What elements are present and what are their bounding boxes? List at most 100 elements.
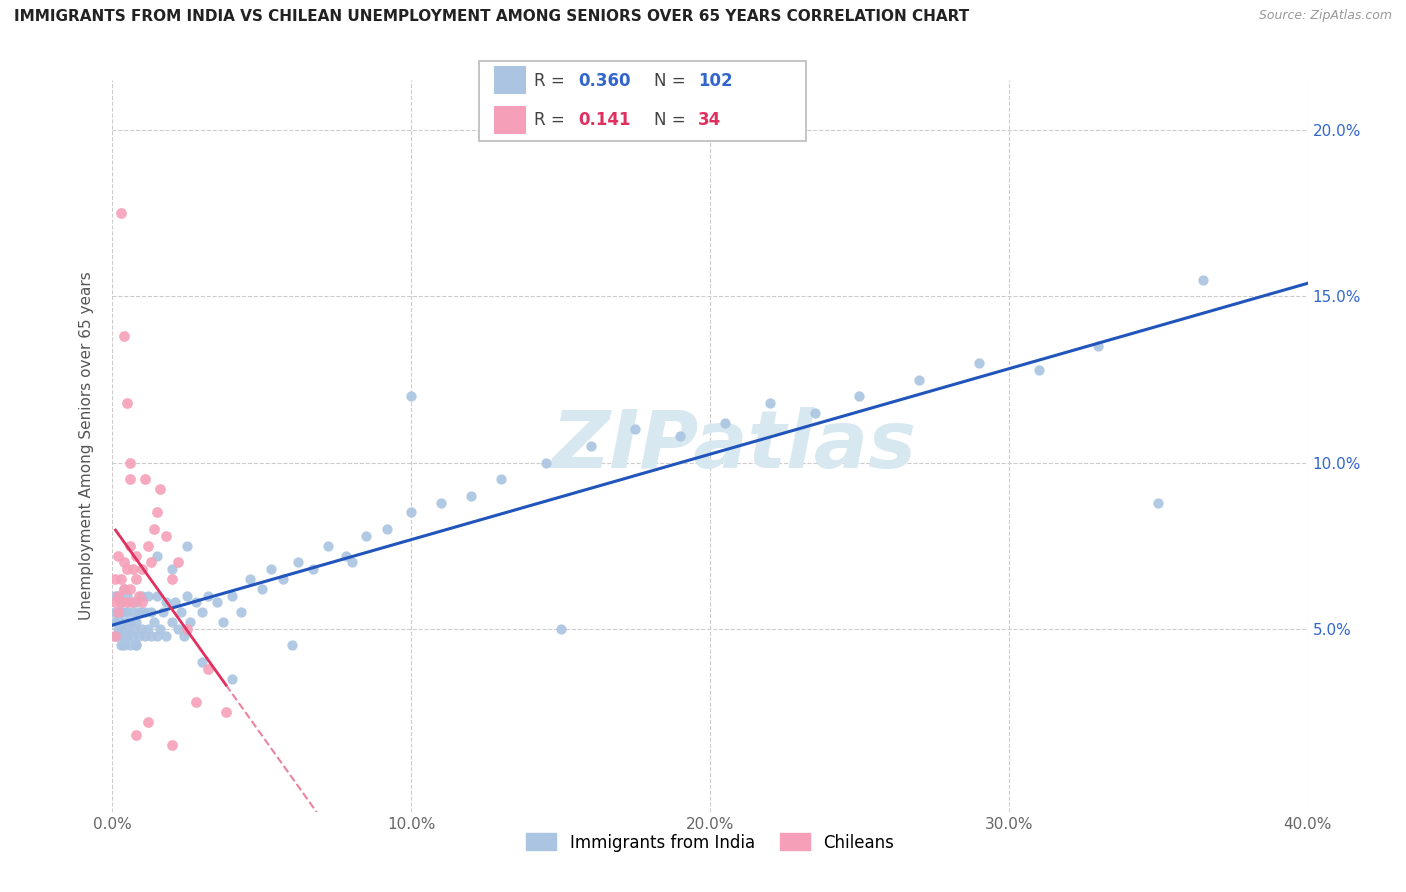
- Point: [714, 416, 737, 430]
- Point: [117, 396, 139, 410]
- Point: [138, 539, 160, 553]
- Point: [669, 429, 692, 443]
- Point: [967, 356, 990, 370]
- Point: [1028, 362, 1050, 376]
- Point: [155, 628, 177, 642]
- Point: [122, 628, 145, 642]
- Point: [170, 605, 193, 619]
- Point: [141, 628, 163, 642]
- Point: [122, 595, 145, 609]
- Text: N =: N =: [654, 111, 690, 128]
- Point: [125, 572, 148, 586]
- Point: [110, 206, 132, 220]
- Point: [803, 406, 825, 420]
- Point: [110, 639, 132, 653]
- Point: [162, 615, 183, 630]
- Point: [122, 605, 145, 619]
- Point: [120, 472, 142, 486]
- Point: [120, 582, 142, 596]
- Point: [125, 549, 148, 563]
- Point: [120, 639, 142, 653]
- Point: [110, 615, 132, 630]
- Point: [117, 628, 139, 642]
- Point: [125, 639, 148, 653]
- Point: [104, 572, 127, 586]
- Point: [134, 472, 156, 486]
- Point: [131, 595, 153, 609]
- Point: [430, 495, 453, 509]
- Point: [401, 389, 423, 403]
- Point: [117, 615, 139, 630]
- Point: [281, 639, 304, 653]
- Point: [120, 595, 142, 609]
- Point: [134, 605, 156, 619]
- Point: [131, 605, 153, 619]
- Point: [167, 622, 190, 636]
- Point: [624, 422, 647, 436]
- Point: [107, 589, 129, 603]
- Point: [759, 396, 782, 410]
- Point: [229, 605, 252, 619]
- Point: [128, 589, 150, 603]
- Point: [1147, 495, 1170, 509]
- Point: [122, 562, 145, 576]
- Point: [110, 605, 132, 619]
- Point: [110, 572, 132, 586]
- Point: [120, 539, 142, 553]
- Text: IMMIGRANTS FROM INDIA VS CHILEAN UNEMPLOYMENT AMONG SENIORS OVER 65 YEARS CORREL: IMMIGRANTS FROM INDIA VS CHILEAN UNEMPLO…: [14, 9, 969, 24]
- Point: [138, 589, 160, 603]
- Point: [176, 589, 198, 603]
- Point: [107, 605, 129, 619]
- Text: 102: 102: [697, 72, 733, 90]
- Point: [117, 622, 139, 636]
- Point: [197, 589, 219, 603]
- Point: [114, 639, 135, 653]
- Point: [107, 622, 129, 636]
- Point: [162, 562, 183, 576]
- Point: [104, 628, 127, 642]
- Point: [107, 549, 129, 563]
- Point: [173, 628, 195, 642]
- Point: [131, 622, 153, 636]
- Point: [107, 589, 129, 603]
- Point: [138, 622, 160, 636]
- Point: [155, 529, 177, 543]
- Point: [131, 589, 153, 603]
- Point: [260, 562, 283, 576]
- Point: [1087, 339, 1109, 353]
- Point: [146, 589, 169, 603]
- Point: [401, 506, 423, 520]
- Point: [149, 482, 172, 496]
- Point: [104, 595, 127, 609]
- Text: N =: N =: [654, 72, 690, 90]
- Point: [125, 728, 148, 742]
- Point: [301, 562, 323, 576]
- Point: [271, 572, 294, 586]
- Point: [250, 582, 273, 596]
- Point: [287, 555, 309, 569]
- Point: [114, 555, 135, 569]
- Point: [117, 562, 139, 576]
- Point: [125, 615, 148, 630]
- Point: [107, 628, 129, 642]
- Point: [114, 628, 135, 642]
- Point: [1192, 273, 1215, 287]
- Point: [146, 549, 169, 563]
- Point: [239, 572, 262, 586]
- Point: [191, 655, 214, 669]
- Text: R =: R =: [534, 111, 571, 128]
- Point: [460, 489, 482, 503]
- Point: [104, 605, 127, 619]
- Point: [120, 615, 142, 630]
- Point: [205, 595, 228, 609]
- Point: [316, 539, 339, 553]
- Point: [212, 615, 235, 630]
- Point: [155, 595, 177, 609]
- Point: [134, 628, 156, 642]
- Point: [179, 615, 201, 630]
- Point: [128, 605, 150, 619]
- Point: [141, 555, 163, 569]
- Point: [128, 628, 150, 642]
- FancyBboxPatch shape: [494, 67, 526, 95]
- Text: 0.360: 0.360: [578, 72, 631, 90]
